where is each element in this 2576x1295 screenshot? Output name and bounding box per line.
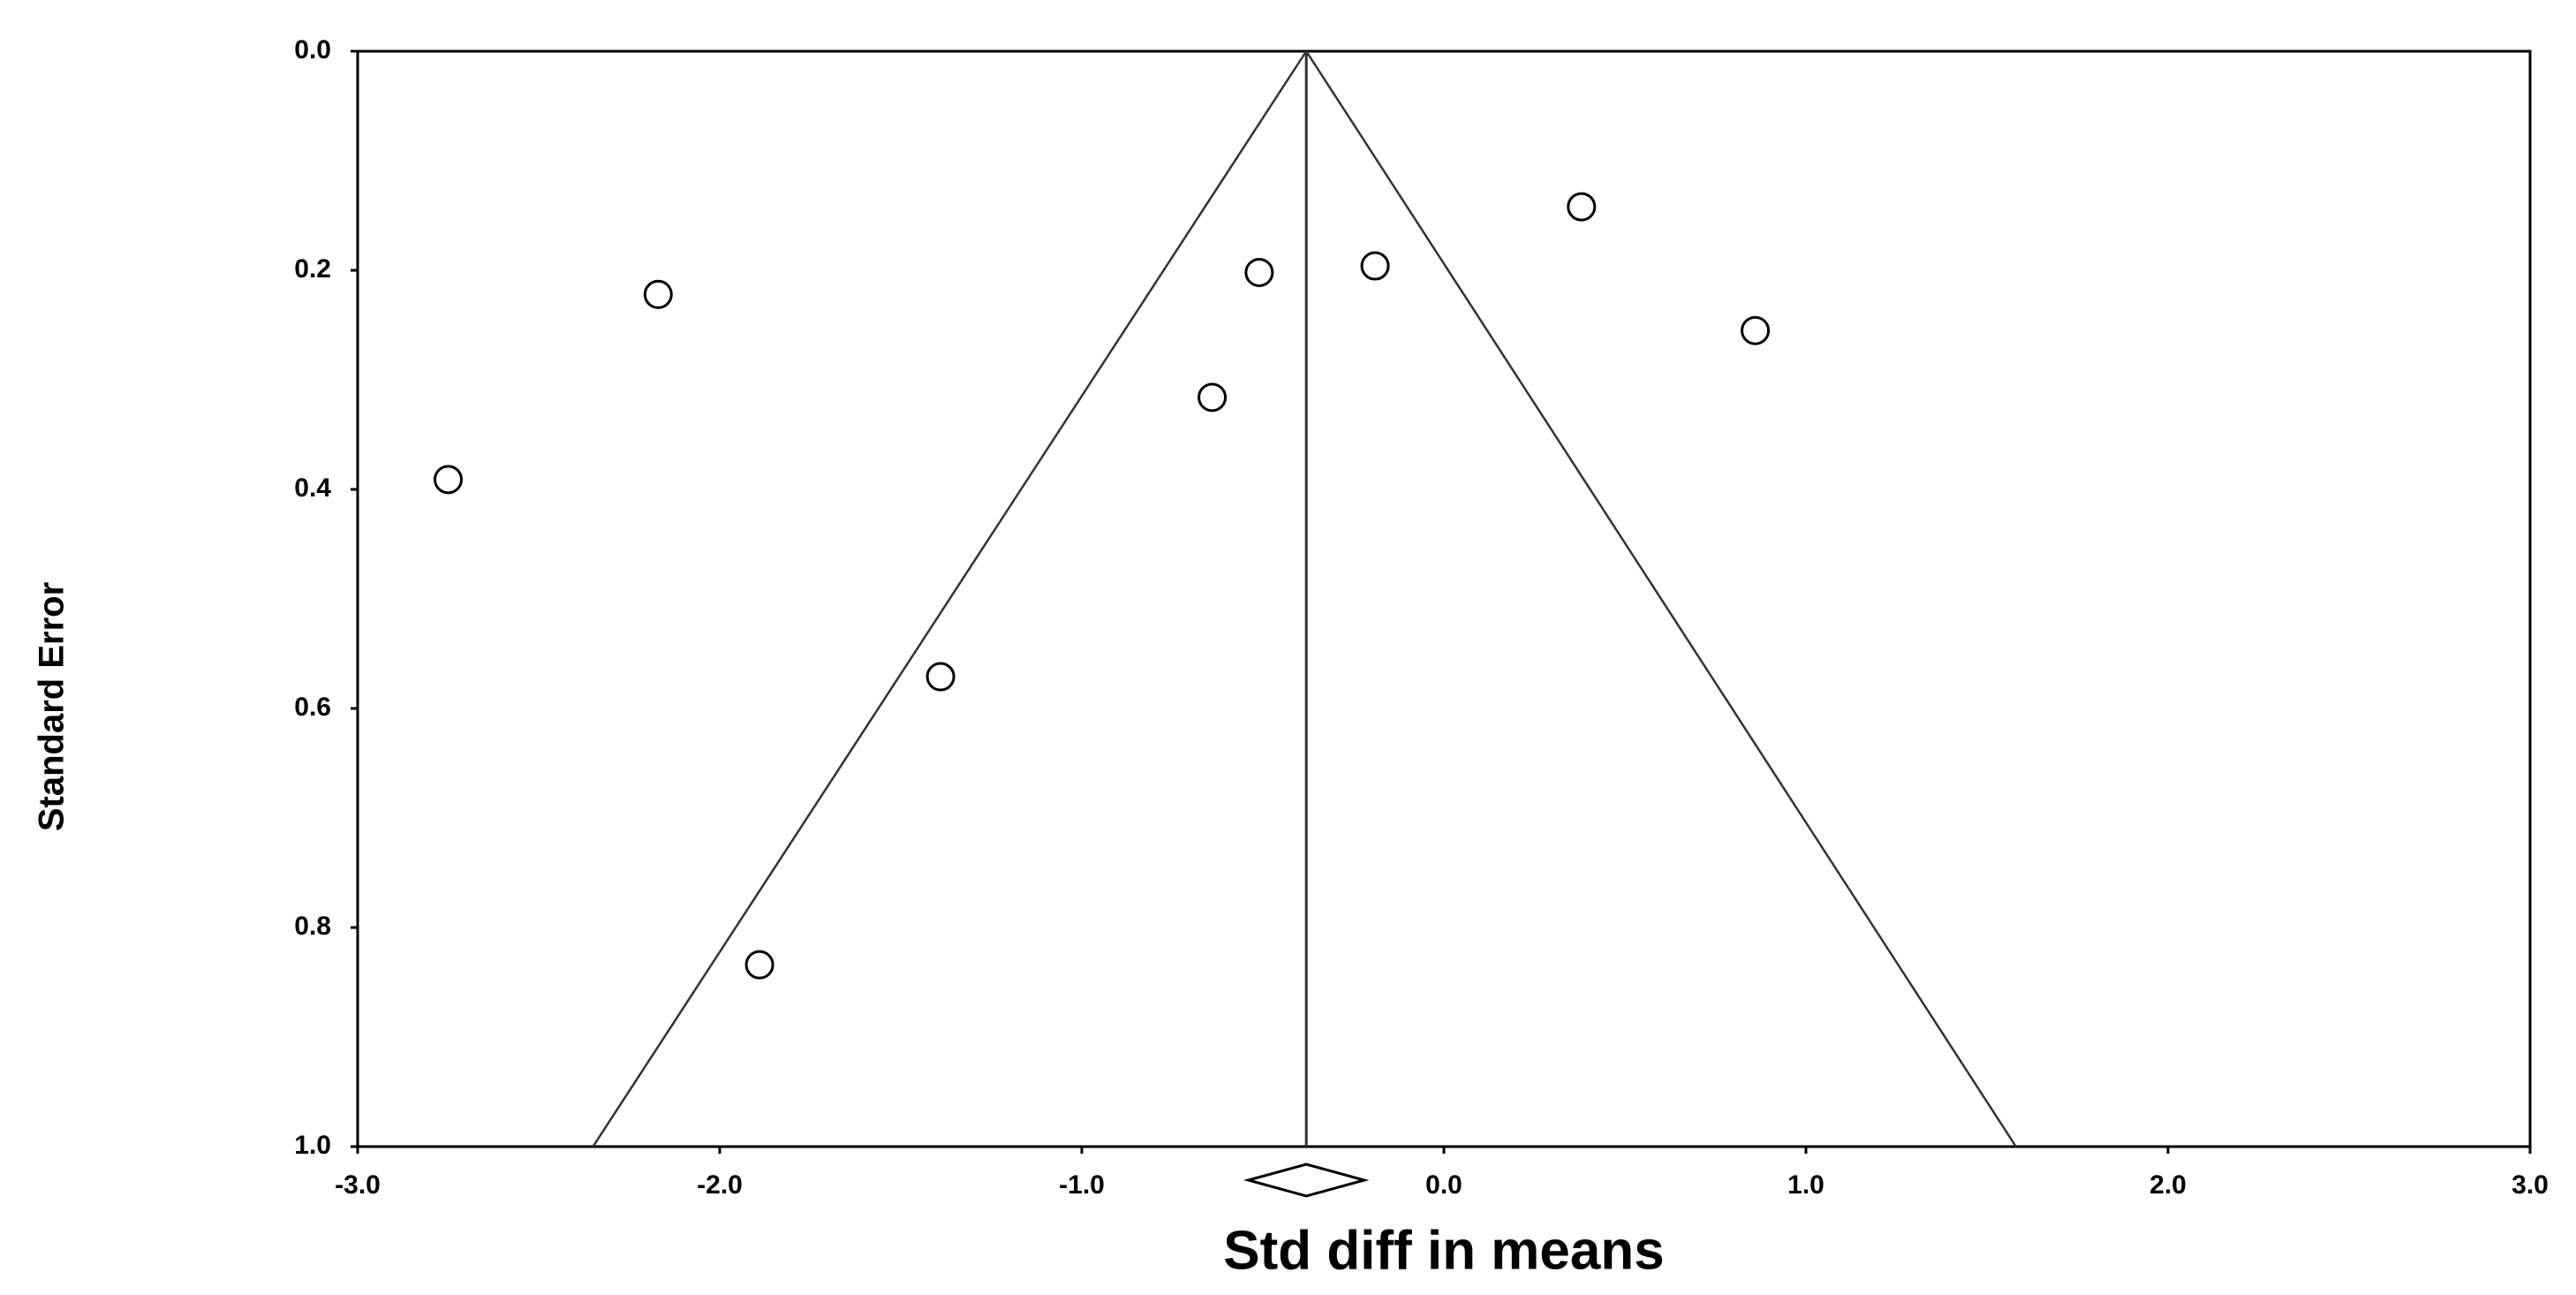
x-axis-title: Std diff in means bbox=[1223, 1220, 1664, 1281]
x-tick-label: 3.0 bbox=[2512, 1170, 2549, 1200]
x-tick-label: -1.0 bbox=[1059, 1170, 1105, 1200]
x-tick-label: -2.0 bbox=[697, 1170, 743, 1200]
y-tick-label: 0.6 bbox=[294, 693, 331, 722]
funnel-line bbox=[592, 50, 1308, 1147]
study-point bbox=[643, 279, 673, 309]
plot-frame bbox=[356, 49, 2532, 1148]
y-axis-title: Standard Error bbox=[33, 582, 72, 831]
y-tick-label: 1.0 bbox=[294, 1131, 331, 1160]
study-point bbox=[1244, 257, 1274, 287]
y-tick-label: 0.2 bbox=[294, 254, 331, 284]
y-tick-label: 0.8 bbox=[294, 912, 331, 941]
summary-diamond bbox=[1243, 1162, 1370, 1198]
y-tick-label: 0.4 bbox=[294, 473, 331, 503]
study-point bbox=[1360, 251, 1390, 281]
study-point bbox=[925, 662, 956, 692]
x-tick-label: 1.0 bbox=[1787, 1170, 1824, 1200]
study-point bbox=[1197, 382, 1228, 413]
study-point bbox=[1567, 192, 1597, 222]
study-point bbox=[1741, 315, 1771, 345]
x-tick-label: -3.0 bbox=[335, 1170, 381, 1200]
study-point bbox=[744, 950, 774, 980]
study-point bbox=[434, 465, 463, 495]
y-tick-label: 0.0 bbox=[294, 35, 331, 64]
x-tick-label: 0.0 bbox=[1425, 1170, 1462, 1200]
x-tick-label: 2.0 bbox=[2149, 1170, 2187, 1200]
funnel-line bbox=[1305, 50, 2017, 1147]
